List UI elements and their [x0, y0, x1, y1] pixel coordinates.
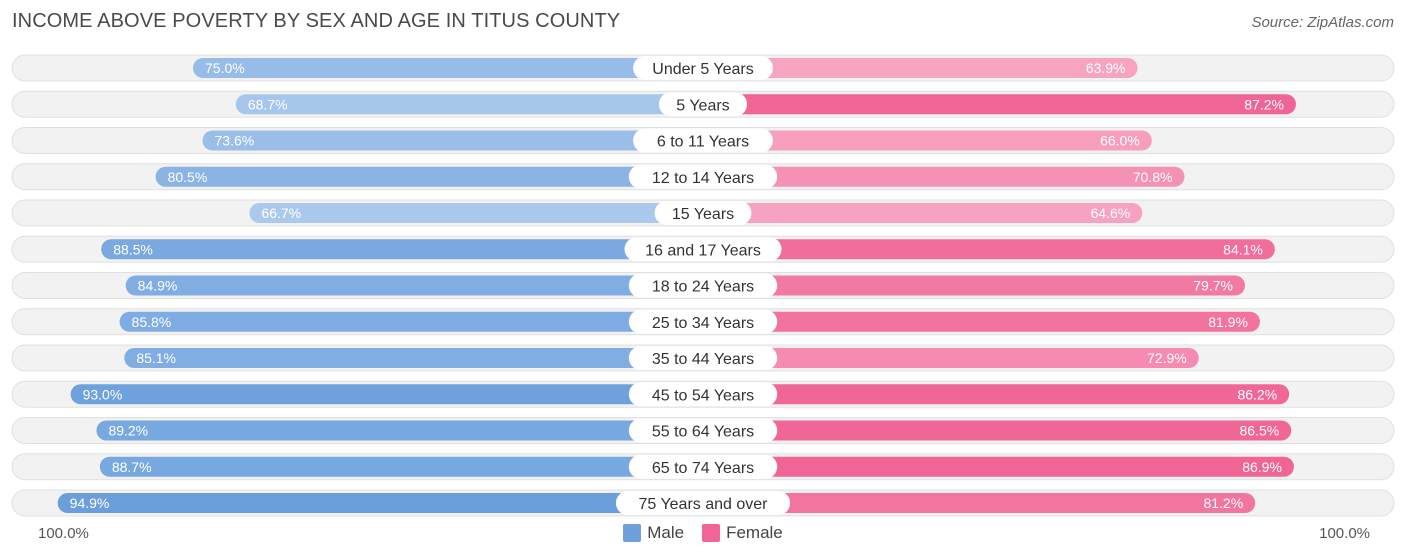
bar-label-female: 81.2%: [1203, 495, 1243, 511]
legend-item-female: Female: [702, 523, 783, 543]
category-label: 65 to 74 Years: [652, 460, 754, 477]
category-pill: [658, 92, 748, 117]
bar-male: [101, 239, 703, 260]
bar-label-female: 72.9%: [1147, 350, 1187, 366]
bar-female: [703, 311, 1260, 332]
bar-female: [703, 58, 1138, 78]
bar-label-female: 81.9%: [1208, 314, 1248, 330]
category-label: 5 Years: [676, 97, 729, 114]
category-pill: [628, 164, 778, 189]
bar-female: [703, 203, 1143, 223]
category-pill: [628, 346, 778, 370]
bar-label-male: 88.5%: [113, 241, 153, 257]
bar-female: [703, 130, 1152, 151]
category-label: 15 Years: [672, 206, 734, 223]
legend: Male Female: [0, 523, 1406, 543]
bar-male: [70, 384, 704, 405]
bar-label-male: 89.2%: [108, 423, 148, 439]
category-pill: [628, 454, 778, 479]
legend-swatch-female: [702, 524, 721, 542]
bar-label-female: 70.8%: [1133, 169, 1173, 185]
axis-right-label: 100.0%: [1319, 525, 1370, 542]
bar-male: [249, 203, 703, 223]
bar-label-female: 63.9%: [1086, 60, 1126, 76]
bar-label-male: 85.1%: [136, 350, 176, 366]
bar-label-male: 68.7%: [248, 96, 288, 112]
bar-female: [703, 275, 1245, 296]
bar-label-male: 84.9%: [138, 278, 178, 294]
category-label: Under 5 Years: [652, 61, 753, 78]
category-pill: [615, 491, 791, 515]
bar-label-male: 66.7%: [261, 205, 301, 221]
bar-label-female: 66.0%: [1100, 133, 1140, 149]
category-label: 12 to 14 Years: [652, 170, 754, 187]
bar-label-male: 73.6%: [215, 133, 255, 149]
bar-label-female: 84.1%: [1223, 241, 1263, 257]
bar-female: [703, 420, 1292, 441]
category-label: 16 and 17 Years: [645, 242, 761, 259]
category-pill: [628, 418, 778, 443]
bar-label-male: 94.9%: [70, 495, 110, 511]
category-label: 25 to 34 Years: [652, 315, 754, 332]
legend-item-male: Male: [623, 523, 684, 543]
legend-label-male: Male: [647, 523, 685, 542]
category-pill: [628, 309, 778, 334]
category-pill: [628, 273, 778, 298]
bar-label-male: 93.0%: [83, 386, 123, 402]
category-pill: [633, 128, 773, 153]
bar-male: [202, 130, 703, 151]
bar-male: [99, 456, 704, 477]
category-label: 35 to 44 Years: [652, 351, 754, 368]
bar-male: [193, 58, 703, 78]
category-pill: [633, 56, 773, 80]
bar-female: [703, 166, 1185, 187]
chart-title: INCOME ABOVE POVERTY BY SEX AND AGE IN T…: [12, 10, 621, 32]
bar-male: [125, 275, 704, 296]
bar-male: [124, 348, 703, 368]
bar-female: [703, 239, 1275, 260]
bar-female: [703, 384, 1290, 405]
bar-male: [155, 166, 704, 187]
bar-label-female: 86.5%: [1239, 423, 1279, 439]
bar-female: [703, 456, 1294, 477]
category-pill: [654, 201, 752, 225]
category-pill: [624, 237, 782, 262]
category-label: 55 to 64 Years: [652, 424, 754, 441]
bar-label-female: 87.2%: [1244, 96, 1284, 112]
category-label: 45 to 54 Years: [652, 387, 754, 404]
category-label: 75 Years and over: [639, 496, 769, 513]
bar-female: [703, 348, 1199, 368]
bar-label-female: 79.7%: [1193, 278, 1233, 294]
legend-swatch-male: [623, 524, 642, 542]
bar-label-male: 88.7%: [112, 459, 152, 475]
bar-male: [57, 493, 704, 513]
legend-label-female: Female: [726, 523, 783, 542]
bar-male: [119, 311, 703, 332]
source-label: Source: ZipAtlas.com: [1251, 14, 1394, 31]
bar-male: [235, 94, 703, 115]
bar-female: [703, 94, 1296, 115]
category-label: 6 to 11 Years: [657, 134, 749, 151]
bar-female: [703, 493, 1256, 513]
bar-label-male: 75.0%: [205, 60, 245, 76]
bar-label-female: 86.9%: [1242, 459, 1282, 475]
bar-label-male: 85.8%: [132, 314, 172, 330]
axis-left-label: 100.0%: [38, 525, 89, 542]
category-pill: [628, 382, 778, 407]
bar-label-female: 64.6%: [1091, 205, 1131, 221]
bar-male: [96, 420, 703, 441]
bar-label-female: 86.2%: [1237, 386, 1277, 402]
bar-label-male: 80.5%: [168, 169, 208, 185]
category-label: 18 to 24 Years: [652, 279, 754, 296]
